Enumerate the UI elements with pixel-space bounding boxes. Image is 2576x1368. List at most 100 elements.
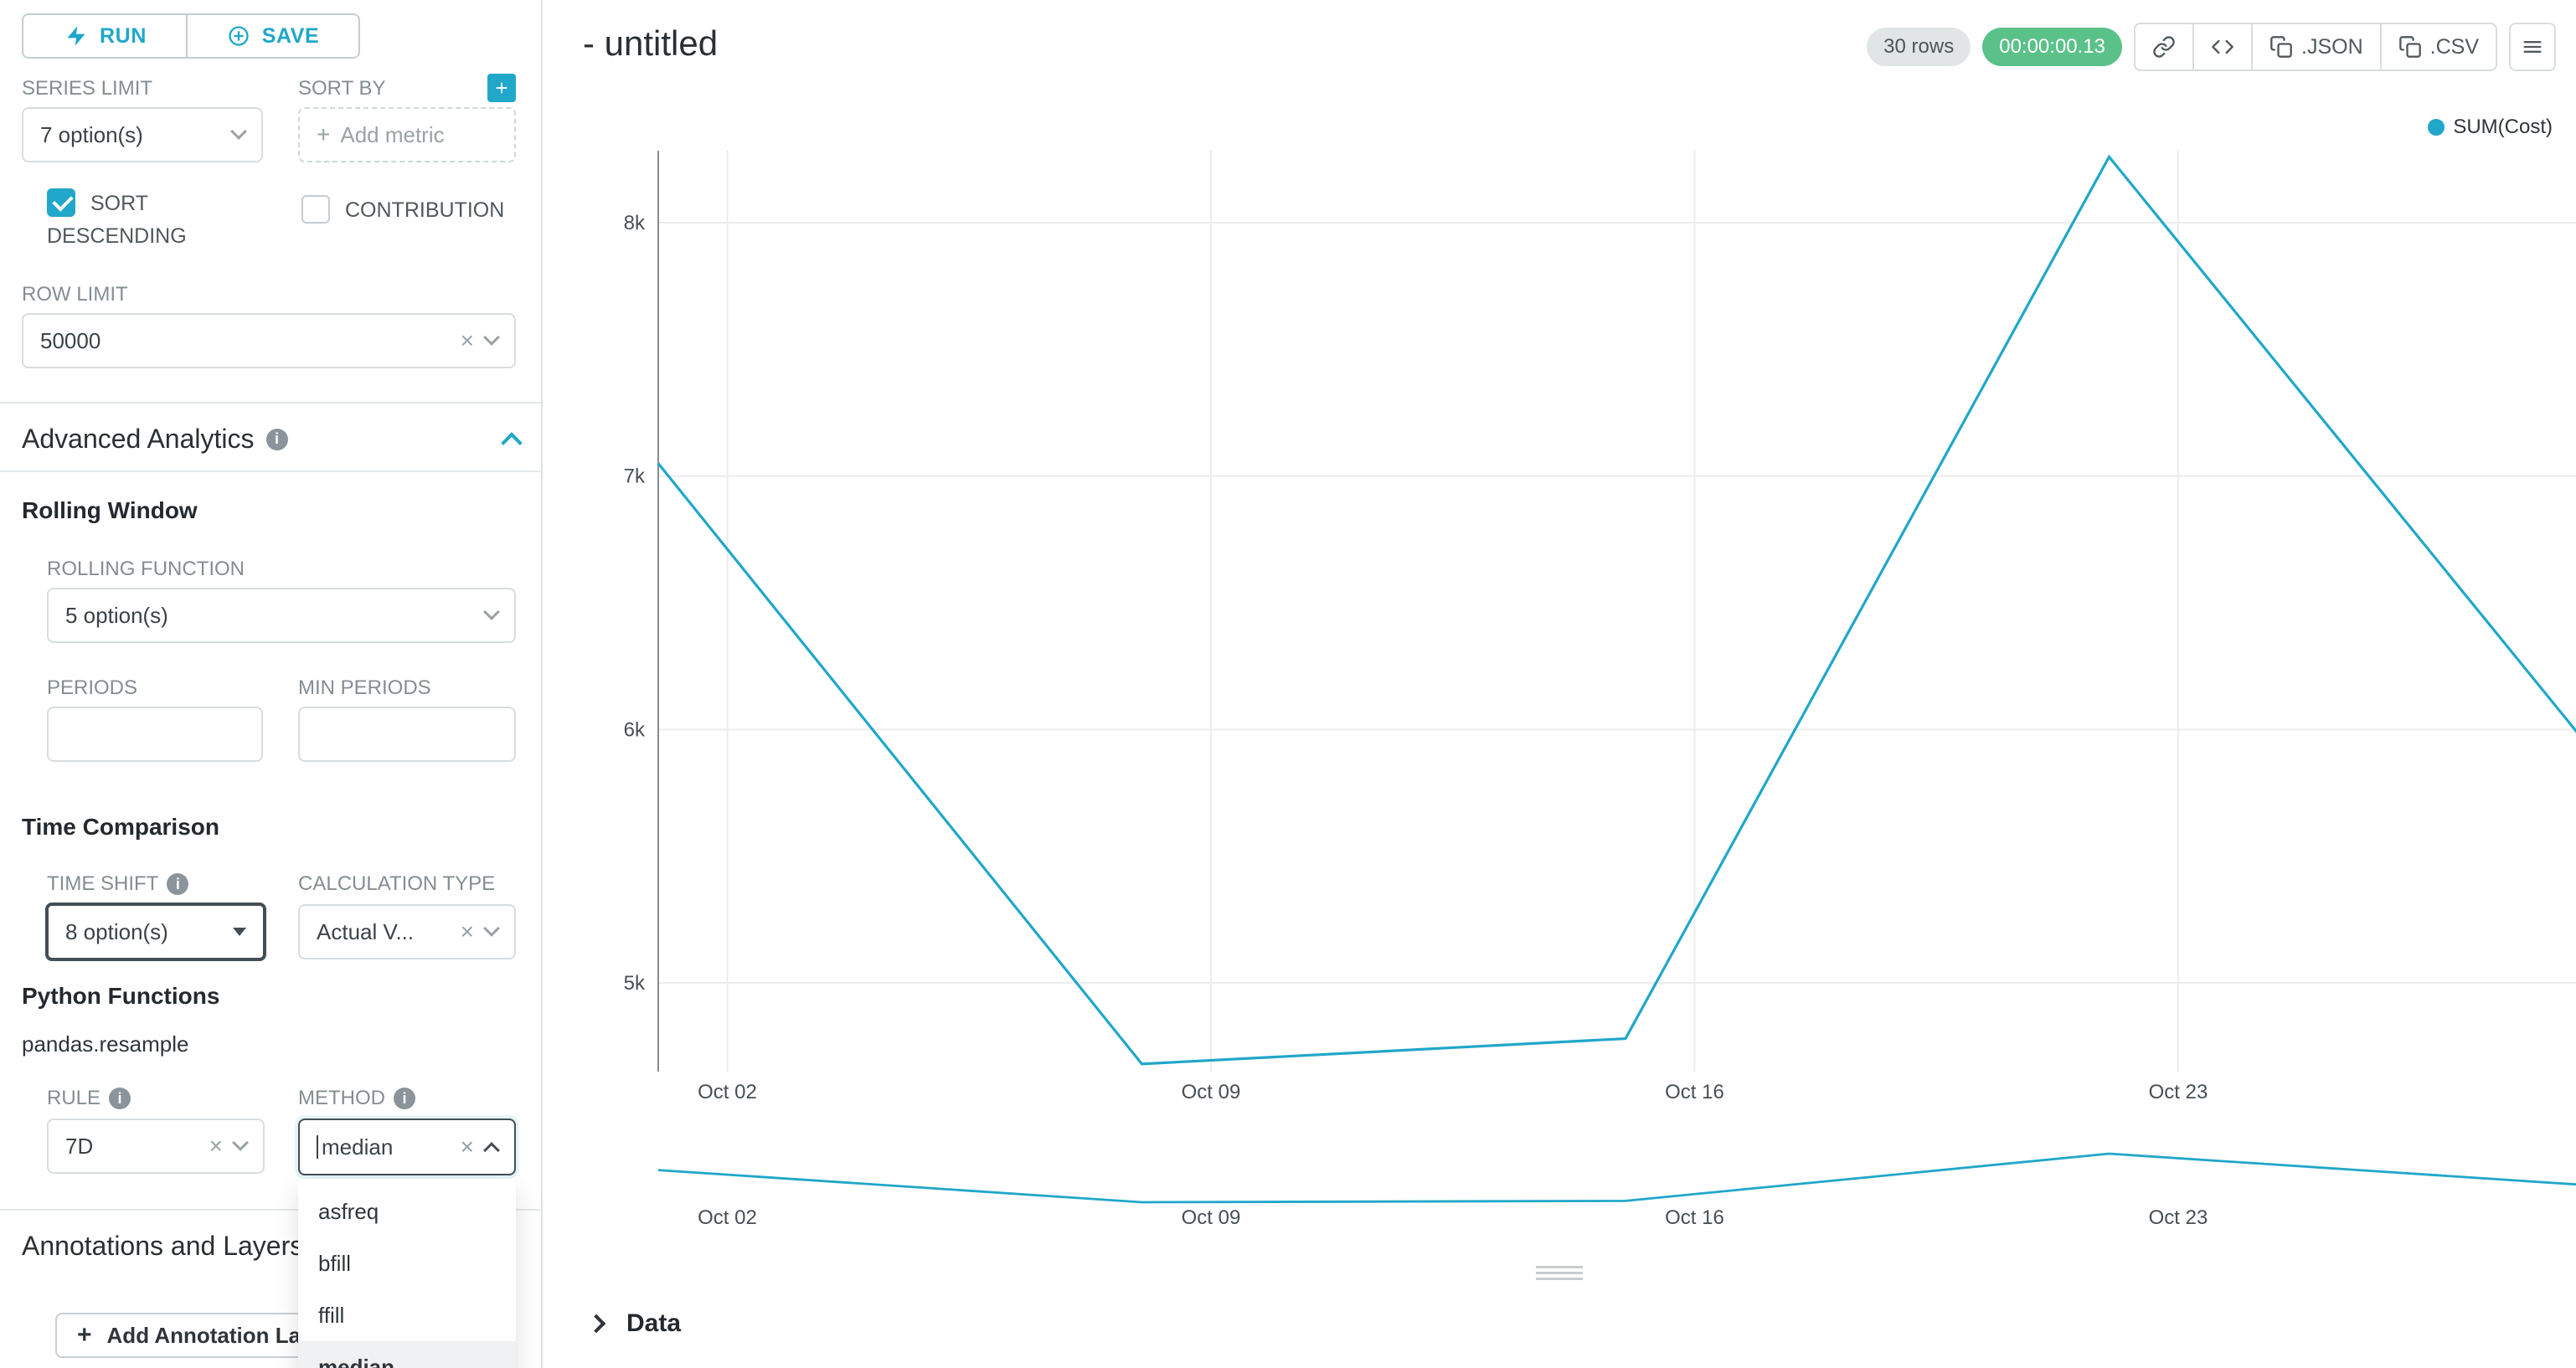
copy-link-button[interactable] [2134,23,2195,71]
dropdown-option-asfreq[interactable]: asfreq [318,1199,379,1224]
rule-select[interactable]: 7D × [47,1119,265,1174]
rolling-function-select[interactable]: 5 option(s) [47,588,516,643]
rolling-window-title: Rolling Window [22,497,198,523]
copy-icon [2398,36,2421,58]
add-annotation-label: Add Annotation Layer [106,1322,334,1348]
chart-menu-button[interactable] [2509,23,2556,71]
chevron-up-icon[interactable] [501,431,523,454]
run-button-label: RUN [100,23,147,48]
hamburger-menu-icon [2523,41,2542,53]
export-json-button[interactable]: .JSON [2251,23,2382,71]
min-periods-label: MIN PERIODS [298,676,431,699]
export-csv-label: .CSV [2429,34,2479,59]
text-cursor [317,1135,318,1159]
min-periods-input[interactable] [298,707,516,762]
calculation-type-select[interactable]: Actual V... × [298,904,516,959]
sort-descending-checkbox[interactable] [47,188,75,217]
resize-drag-handle[interactable] [1526,1261,1593,1285]
advanced-analytics-header[interactable]: Advanced Analytics i [22,424,523,455]
link-icon [2153,36,2175,58]
info-icon[interactable]: i [167,873,189,895]
code-icon [2212,39,2233,54]
advanced-analytics-title: Advanced Analytics [22,424,255,454]
periods-input[interactable] [47,707,263,762]
series-limit-select[interactable]: 7 option(s) [22,107,263,162]
copy-icon [2270,36,2292,58]
export-csv-button[interactable]: .CSV [2379,23,2497,71]
series-limit-label: SERIES LIMIT [22,77,153,100]
svg-text:7k: 7k [624,465,646,488]
export-json-label: .JSON [2301,34,2363,59]
svg-text:6k: 6k [624,718,646,741]
section-divider [0,471,541,472]
legend-sum-cost[interactable]: SUM(Cost) [2428,116,2553,139]
sort-descending-control[interactable]: SORT DESCENDING [47,186,258,251]
svg-text:Oct 23: Oct 23 [2149,1081,2208,1103]
contribution-control[interactable]: CONTRIBUTION [301,193,504,225]
svg-text:8k: 8k [624,212,646,234]
control-panel: RUN SAVE SERIES LIMIT SORT BY + 7 option… [0,0,543,1368]
time-shift-value: 8 option(s) [65,918,168,944]
chevron-down-icon [232,1134,249,1151]
line-chart-canvas[interactable]: 5k 6k 7k 8k Oct 02 Oct 02 Oct 09 Oct 09 Oct 16 Oc… [543,100,2576,1259]
chevron-down-icon [483,920,500,937]
contribution-label: CONTRIBUTION [345,198,505,222]
rule-label: RULE i [47,1087,131,1110]
embed-code-button[interactable] [2192,23,2254,71]
clear-icon[interactable]: × [460,918,474,944]
info-icon[interactable]: i [109,1088,131,1109]
sort-by-placeholder: Add metric [340,121,445,147]
contribution-checkbox[interactable] [301,195,330,224]
save-button-label: SAVE [261,23,320,48]
caret-down-icon [233,928,246,936]
row-limit-select[interactable]: 50000 × [22,313,516,368]
clear-icon[interactable]: × [209,1133,223,1159]
chevron-down-icon [483,604,500,620]
svg-text:Oct 16: Oct 16 [1665,1081,1724,1103]
row-limit-value: 50000 [40,327,101,353]
chevron-right-icon [586,1314,606,1334]
series-limit-value: 7 option(s) [40,121,143,147]
method-label: METHOD i [298,1087,415,1110]
calculation-type-value: Actual V... [317,918,415,944]
add-sort-metric-button[interactable]: + [487,74,516,102]
info-icon[interactable]: i [394,1088,415,1109]
export-toolbar: .JSON .CSV [2134,23,2497,71]
dropdown-option-median[interactable]: median [298,1341,516,1368]
info-icon[interactable]: i [265,428,288,450]
chart-header-actions: 30 rows 00:00:00.13 .JSON .CSV [1867,22,2556,72]
clear-icon[interactable]: × [460,1134,474,1160]
method-combobox[interactable]: median × [298,1119,516,1175]
plus-icon: + [77,1321,92,1349]
sort-descending-label: SORT DESCENDING [47,192,187,248]
calculation-type-label: CALCULATION TYPE [298,872,496,895]
pandas-resample-label: pandas.resample [22,1031,189,1057]
svg-text:Oct 02: Oct 02 [698,1081,757,1103]
dropdown-option-ffill[interactable]: ffill [318,1303,345,1328]
legend-dot [2428,119,2445,136]
data-panel-toggle[interactable]: Data [586,1309,681,1338]
sort-by-label: SORT BY [298,77,386,100]
annotations-title: Annotations and Layers [22,1231,304,1261]
section-divider [0,402,541,404]
svg-text:Oct 23: Oct 23 [2149,1206,2208,1229]
dropdown-option-bfill[interactable]: bfill [318,1251,352,1276]
query-timer-badge: 00:00:00.13 [1982,28,2123,66]
svg-text:Oct 02: Oct 02 [698,1206,757,1229]
chevron-down-icon [230,123,247,140]
save-button[interactable]: SAVE [186,13,360,59]
row-count-badge: 30 rows [1867,28,1971,66]
svg-text:Oct 09: Oct 09 [1182,1206,1241,1229]
time-shift-select[interactable]: 8 option(s) [45,903,266,961]
plus-circle-icon [229,26,249,46]
clear-icon[interactable]: × [460,327,474,353]
svg-text:5k: 5k [624,972,646,995]
time-comparison-title: Time Comparison [22,814,219,840]
sort-by-add-metric[interactable]: + Add metric [298,107,516,162]
run-button[interactable]: RUN [22,13,189,59]
row-limit-label: ROW LIMIT [22,283,128,306]
time-shift-label: TIME SHIFT i [47,872,189,896]
bolt-icon [67,26,85,46]
rolling-function-label: ROLLING FUNCTION [47,558,245,580]
